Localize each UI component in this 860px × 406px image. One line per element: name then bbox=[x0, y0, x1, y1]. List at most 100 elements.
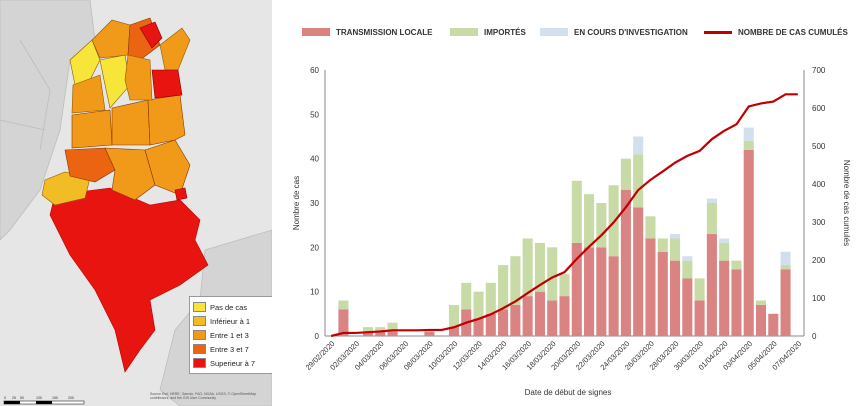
legend-label: Entre 3 et 7 bbox=[210, 344, 249, 354]
region-sousse bbox=[151, 69, 183, 99]
chart-panel: TRANSMISSION LOCALE IMPORTÉS EN COURS D'… bbox=[272, 0, 860, 406]
legend-label: Superieur à 7 bbox=[210, 358, 256, 368]
legend-label: EN COURS D'INVESTIGATION bbox=[574, 27, 688, 37]
bar-local-transmission bbox=[534, 291, 545, 336]
region-north-b bbox=[71, 74, 106, 114]
legend-swatch bbox=[193, 302, 206, 312]
bar-imported bbox=[755, 300, 767, 305]
bar-imported bbox=[682, 260, 693, 279]
legend-swatch bbox=[302, 28, 330, 36]
map-neighbor-border-west bbox=[0, 39, 51, 151]
y2-tick-label: 500 bbox=[812, 142, 826, 151]
scale-label: 50 bbox=[20, 396, 24, 400]
bar-local-transmission bbox=[510, 304, 521, 336]
y-tick-label: 50 bbox=[310, 110, 319, 119]
y2-axis-label: Nombre de cas cumulés bbox=[842, 160, 851, 246]
bar-imported bbox=[596, 203, 607, 248]
bar-under-investigation bbox=[706, 198, 717, 203]
bar-imported bbox=[375, 327, 386, 332]
region-north-a bbox=[69, 39, 101, 86]
bar-local-transmission bbox=[682, 278, 693, 336]
bar-local-transmission bbox=[768, 313, 779, 336]
bar-imported bbox=[657, 238, 668, 252]
tunisia-map-panel: Pas de cas Inférieur à 1 Entre 1 et 3 En… bbox=[0, 0, 272, 406]
region-centre-c bbox=[144, 139, 191, 196]
bar-local-transmission bbox=[596, 247, 607, 336]
map-legend: Pas de cas Inférieur à 1 Entre 1 et 3 En… bbox=[189, 296, 272, 374]
bar-imported bbox=[719, 242, 730, 261]
legend-label: IMPORTÉS bbox=[484, 27, 526, 37]
y-tick-label: 0 bbox=[315, 332, 320, 341]
bar-local-transmission bbox=[645, 238, 656, 336]
y2-tick-label: 600 bbox=[812, 104, 826, 113]
region-south bbox=[49, 187, 209, 373]
bar-imported bbox=[780, 265, 791, 270]
scale-bar-segment bbox=[4, 401, 20, 404]
y-tick-label: 40 bbox=[310, 155, 319, 164]
region-north-f bbox=[124, 54, 153, 101]
bar-local-transmission bbox=[731, 269, 742, 336]
bar-under-investigation bbox=[780, 251, 791, 266]
y-tick-label: 10 bbox=[310, 288, 319, 297]
bar-local-transmission bbox=[375, 331, 386, 336]
y2-tick-label: 300 bbox=[812, 218, 826, 227]
bar-imported bbox=[461, 282, 472, 310]
bar-local-transmission bbox=[485, 313, 496, 336]
region-djerba bbox=[174, 187, 188, 201]
bar-imported bbox=[633, 154, 644, 208]
bar-imported bbox=[731, 260, 742, 270]
bar-under-investigation bbox=[633, 136, 644, 155]
bar-imported bbox=[338, 300, 349, 310]
legend-label: Entre 1 et 3 bbox=[210, 330, 249, 340]
cumulative-cases-line bbox=[330, 93, 798, 338]
bar-imported bbox=[559, 273, 570, 297]
legend-label: NOMBRE DE CAS CUMULÉS bbox=[738, 27, 848, 37]
bar-imported bbox=[534, 242, 545, 292]
bar-local-transmission bbox=[706, 234, 717, 336]
tunisia-map bbox=[0, 0, 272, 406]
y2-tick-label: 0 bbox=[812, 332, 817, 341]
legend-swatch bbox=[193, 358, 206, 368]
bar-local-transmission bbox=[633, 207, 644, 336]
map-legend-item: Inférieur à 1 bbox=[193, 314, 272, 328]
bar-local-transmission bbox=[694, 300, 705, 336]
bar-imported bbox=[584, 194, 595, 248]
bar-local-transmission bbox=[608, 256, 619, 336]
y2-tick-label: 700 bbox=[812, 66, 826, 75]
legend-swatch bbox=[450, 28, 478, 36]
legend-label: Pas de cas bbox=[210, 302, 248, 312]
bar-under-investigation bbox=[670, 234, 681, 239]
chart-legend-item: TRANSMISSION LOCALE bbox=[302, 26, 432, 38]
bar-imported bbox=[670, 238, 681, 261]
bar-local-transmission bbox=[743, 149, 754, 336]
map-legend-item: Entre 1 et 3 bbox=[193, 328, 272, 342]
bar-imported bbox=[645, 216, 656, 239]
legend-label: Inférieur à 1 bbox=[210, 316, 251, 326]
y-tick-label: 20 bbox=[310, 243, 319, 252]
bar-local-transmission bbox=[780, 269, 791, 336]
bar-imported bbox=[473, 291, 484, 319]
legend-swatch bbox=[193, 316, 206, 326]
region-centre-d bbox=[71, 109, 113, 149]
map-scale-bar: 0 25 50 100 150 200 bbox=[3, 396, 85, 405]
y-tick-label: 30 bbox=[310, 199, 319, 208]
map-legend-item: Pas de cas bbox=[193, 300, 272, 314]
region-centre-e bbox=[111, 99, 151, 146]
bar-imported bbox=[547, 247, 558, 301]
region-cap-bon bbox=[159, 27, 191, 71]
y2-tick-label: 100 bbox=[812, 294, 826, 303]
bar-local-transmission bbox=[498, 309, 509, 336]
bar-imported bbox=[522, 238, 533, 297]
chart-legend-item: NOMBRE DE CAS CUMULÉS bbox=[704, 26, 848, 38]
map-land-neighbors bbox=[0, 0, 96, 241]
bar-local-transmission bbox=[755, 304, 767, 336]
bar-imported bbox=[620, 158, 631, 190]
bar-local-transmission bbox=[424, 331, 435, 336]
bar-under-investigation bbox=[682, 256, 693, 261]
y-tick-label: 60 bbox=[310, 66, 319, 75]
bar-local-transmission bbox=[670, 260, 681, 336]
epidemic-chart: 0102030405060010020030040050060070029/02… bbox=[292, 66, 851, 372]
legend-swatch bbox=[193, 344, 206, 354]
bar-local-transmission bbox=[387, 331, 398, 336]
